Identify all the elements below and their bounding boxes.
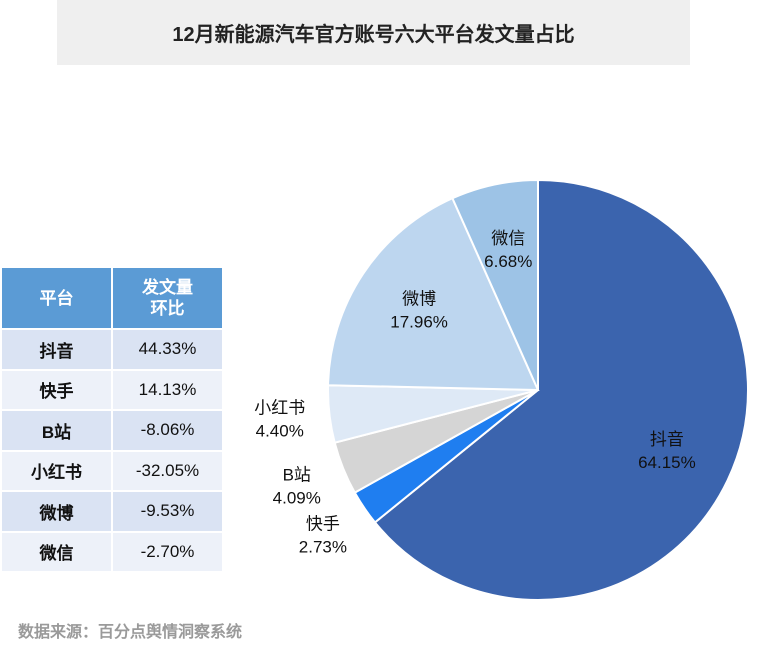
table: 平台 发文量环比 抖音 44.33% 快手 14.13% B站 -8.06% 小红书 -32.05… <box>0 266 224 573</box>
slice-value-label: 64.15% <box>638 453 696 472</box>
slice-value-label: 4.09% <box>273 488 321 507</box>
table-cell: 快手 <box>2 370 111 409</box>
source: 数据来源：百分点舆情洞察系统 <box>18 624 243 641</box>
slice-label: 小红书 <box>254 398 305 417</box>
pie-slice <box>327 196 540 392</box>
slice-label: 快手 <box>306 515 340 534</box>
slice-label: 微博 <box>402 289 436 308</box>
table-cell: 微博 <box>2 492 111 531</box>
table-row: 抖音 44.33% <box>2 330 222 369</box>
slice-label: 微信 <box>491 229 525 248</box>
table-header-row: 平台 发文量环比 <box>2 268 222 328</box>
table-cell: -32.05% <box>113 451 222 490</box>
slice-value-label: 2.73% <box>299 538 347 557</box>
pie-slice <box>373 178 749 601</box>
pie-slice <box>451 178 539 391</box>
table-cell: 44.33% <box>113 330 222 369</box>
slice-label: B站 <box>283 465 311 484</box>
table-row: B站 -8.06% <box>2 411 222 450</box>
table-row: 快手 14.13% <box>2 370 222 409</box>
table-cell: -8.06% <box>113 411 222 450</box>
table-cell: -2.70% <box>113 532 222 571</box>
table-cell: 微信 <box>2 532 111 571</box>
table-row: 微博 -9.53% <box>2 492 222 531</box>
slice-value-label: 6.68% <box>484 252 532 271</box>
slice-value-label: 17.96% <box>390 312 448 331</box>
table-cell: B站 <box>2 411 111 450</box>
header-cell: 发文量环比 <box>113 268 222 328</box>
table-cell: 14.13% <box>113 370 222 409</box>
table-cell: 抖音 <box>2 330 111 369</box>
table-row: 小红书 -32.05% <box>2 451 222 490</box>
slice-value-label: 4.40% <box>256 421 304 440</box>
slice-label: 抖音 <box>650 430 684 449</box>
header-text: 发文量环比 <box>141 278 193 318</box>
table-cell: -9.53% <box>113 492 222 531</box>
table-cell: 小红书 <box>2 451 111 490</box>
chart-title: 12月新能源汽车官方账号六大平台发文量占比 <box>57 0 690 65</box>
header-text: 平台 <box>39 288 74 308</box>
table-row: 微信 -2.70% <box>2 532 222 571</box>
header-cell: 平台 <box>2 268 111 328</box>
